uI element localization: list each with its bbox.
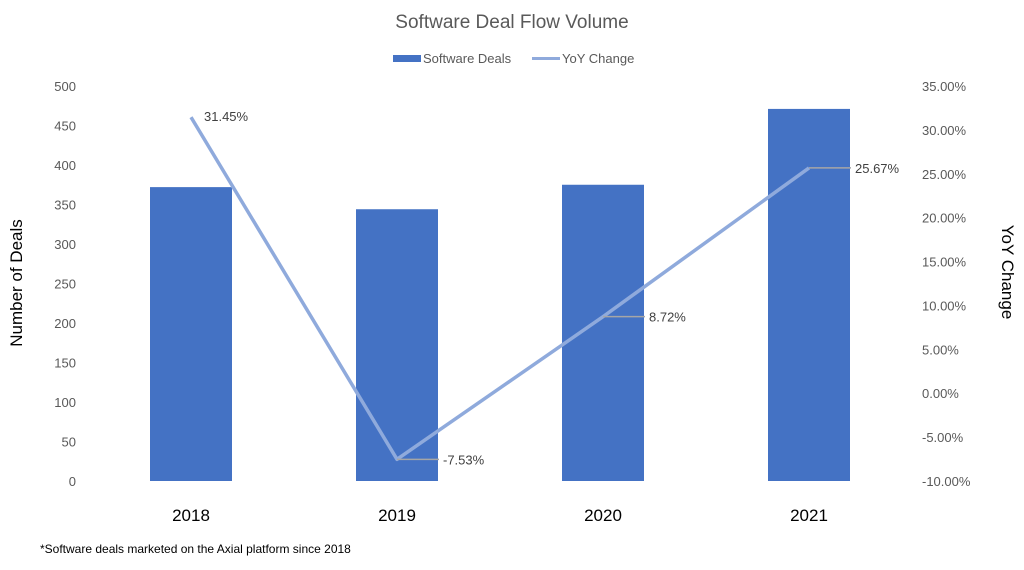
left-tick-label: 450 [54, 119, 76, 134]
left-tick-label: 200 [54, 316, 76, 331]
right-tick-label: -5.00% [922, 430, 964, 445]
bar-2019 [356, 209, 438, 482]
bar-2021 [768, 108, 850, 481]
legend-label-software-deals: Software Deals [423, 51, 512, 66]
left-tick-label: 100 [54, 395, 76, 410]
category-label: 2020 [584, 506, 622, 525]
category-axis: 2018 2019 2020 2021 [172, 506, 828, 525]
legend: Software Deals YoY Change [393, 51, 634, 66]
legend-label-yoy-change: YoY Change [562, 51, 634, 66]
yoy-line [189, 116, 811, 462]
right-axis: -10.00% -5.00% 0.00% 5.00% 10.00% 15.00% 20.00… [922, 79, 971, 489]
right-tick-label: 15.00% [922, 255, 967, 270]
legend-swatch-software-deals [393, 55, 421, 62]
right-tick-label: 10.00% [922, 298, 967, 313]
left-tick-label: 250 [54, 277, 76, 292]
right-axis-title: YoY Change [998, 225, 1017, 320]
right-tick-label: 25.00% [922, 167, 967, 182]
chart-title: Software Deal Flow Volume [395, 12, 628, 33]
bar-2020 [562, 184, 644, 481]
left-tick-label: 150 [54, 356, 76, 371]
left-tick-label: 0 [69, 474, 76, 489]
bar-2018 [150, 187, 232, 481]
left-tick-label: 400 [54, 158, 76, 173]
left-tick-label: 50 [62, 435, 76, 450]
right-tick-label: -10.00% [922, 474, 971, 489]
category-label: 2018 [172, 506, 210, 525]
right-tick-label: 30.00% [922, 123, 967, 138]
footnote: *Software deals marketed on the Axial pl… [40, 542, 351, 556]
legend-swatch-yoy-change [532, 57, 560, 60]
data-label: -7.53% [443, 452, 485, 467]
left-axis-title: Number of Deals [7, 219, 26, 347]
left-tick-label: 350 [54, 198, 76, 213]
category-label: 2021 [790, 506, 828, 525]
right-tick-label: 5.00% [922, 342, 959, 357]
left-axis: 0 50 100 150 200 250 300 350 400 450 500 [54, 79, 76, 489]
bar-series [150, 108, 850, 482]
right-tick-label: 35.00% [922, 79, 967, 94]
data-label: 25.67% [855, 161, 900, 176]
left-tick-label: 500 [54, 79, 76, 94]
right-tick-label: 20.00% [922, 211, 967, 226]
right-tick-label: 0.00% [922, 386, 959, 401]
left-tick-label: 300 [54, 237, 76, 252]
category-label: 2019 [378, 506, 416, 525]
data-label: 8.72% [649, 310, 686, 325]
line-series: 31.45% -7.53% 8.72% 25.67% [189, 109, 900, 467]
data-label: 31.45% [204, 109, 249, 124]
